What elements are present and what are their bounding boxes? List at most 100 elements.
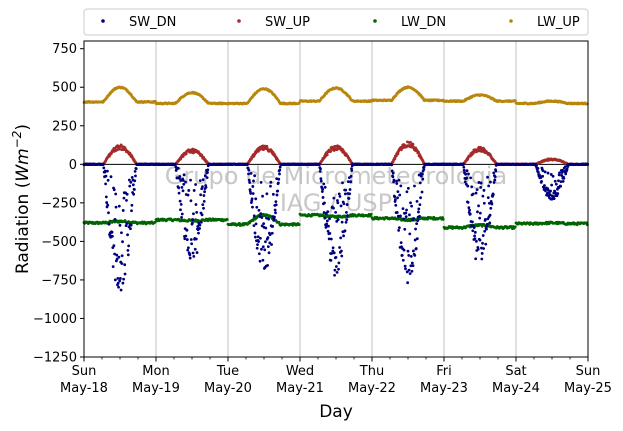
sw-dn-point [257,208,261,212]
y-axis: −1250 −1000 −750 −500 −250 0 250 500 750 [33,42,84,366]
sw-dn-point [249,171,253,175]
sw-dn-point [195,251,199,254]
sw-dn-point [408,272,412,275]
sw-dn-point [124,224,128,228]
sw-dn-point [111,265,115,269]
sw-dn-point [117,285,120,289]
sw-dn-point [328,217,331,221]
sw-dn-point [199,193,203,197]
sw-up-point [184,152,188,156]
sw-dn-point [117,204,121,208]
sw-dn-point [320,190,324,193]
sw-dn-point [465,176,469,180]
sw-dn-point [267,251,271,255]
sw-dn-point [401,258,405,262]
sw-dn-point [490,202,494,206]
sw-dn-point [408,213,411,217]
sw-dn-point [340,220,344,224]
sw-dn-point [125,192,129,196]
sw-dn-point [274,211,277,215]
sw-dn-point [275,177,278,181]
sw-dn-point [194,183,198,186]
sw-dn-point [481,194,485,198]
sw-dn-point [413,184,416,188]
sw-dn-point [102,162,105,166]
sw-dn-point [272,218,276,222]
sw-dn-point [413,253,417,257]
sw-dn-point [258,259,262,263]
sw-up-point [411,142,415,146]
sw-dn-point [251,185,255,188]
sw-dn-point [202,194,206,197]
sw-dn-point [104,182,107,186]
sw-dn-point [198,227,201,230]
sw-dn-point [476,247,480,251]
sw-dn-point [323,185,327,189]
sw-dn-point [418,214,421,218]
sw-dn-point [127,244,131,248]
sw-dn-point [274,203,278,207]
sw-dn-point [128,184,132,188]
sw-dn-point [462,162,465,166]
sw-dn-point [336,199,339,202]
sw-dn-point [332,196,336,200]
sw-dn-point [184,180,187,184]
sw-dn-point [326,210,330,214]
x-tick-day: Thu [359,364,384,379]
sw-dn-point [198,223,202,227]
sw-dn-point [247,172,250,176]
sw-dn-point [535,164,538,167]
sw-dn-point [126,253,130,257]
sw-dn-point [462,168,466,172]
sw-dn-point [348,188,352,191]
sw-dn-point [130,209,133,213]
sw-dn-point [271,224,275,228]
sw-dn-point [185,228,189,232]
sw-dn-point [469,176,473,180]
x-tick-date: May-20 [204,381,252,396]
sw-dn-point [263,248,267,252]
sw-dn-point [419,196,422,200]
sw-dn-point [276,189,280,193]
sw-dn-point [337,192,341,196]
sw-dn-point [487,184,491,188]
sw-dn-point [341,181,344,185]
sw-dn-point [106,169,109,173]
sw-dn-point [322,211,326,214]
sw-dn-point [134,167,138,171]
sw-dn-point [193,247,197,251]
y-tick-label: −250 [41,196,77,211]
sw-dn-point [543,184,546,187]
sw-dn-point [486,196,490,200]
sw-dn-point [326,229,330,233]
sw-dn-point [491,193,495,197]
sw-dn-point [252,224,256,227]
sw-dn-point [327,237,331,241]
sw-dn-point [116,281,120,285]
sw-dn-point [125,198,128,202]
sw-dn-point [187,246,190,250]
sw-dn-point [331,246,335,250]
sw-dn-point [403,227,407,231]
sw-dn-point [405,270,409,274]
sw-dn-point [104,174,108,178]
sw-dn-point [265,216,268,220]
sw-dn-point [179,203,183,206]
sw-dn-point [253,174,257,178]
sw-up-point [418,153,422,157]
sw-dn-point [120,262,124,265]
sw-dn-point [485,222,489,226]
sw-dn-point [179,179,183,182]
sw-dn-point [319,167,322,171]
sw-dn-point [185,238,189,241]
sw-dn-point [409,201,412,205]
sw-dn-point [494,169,498,173]
sw-dn-point [396,190,400,194]
lw-dn-point [251,219,255,222]
lw-dn-point [277,220,281,224]
sw-dn-point [133,179,137,183]
sw-dn-point [249,191,253,195]
sw-dn-point [278,172,281,176]
sw-dn-point [342,234,345,238]
sw-dn-point [552,197,556,201]
